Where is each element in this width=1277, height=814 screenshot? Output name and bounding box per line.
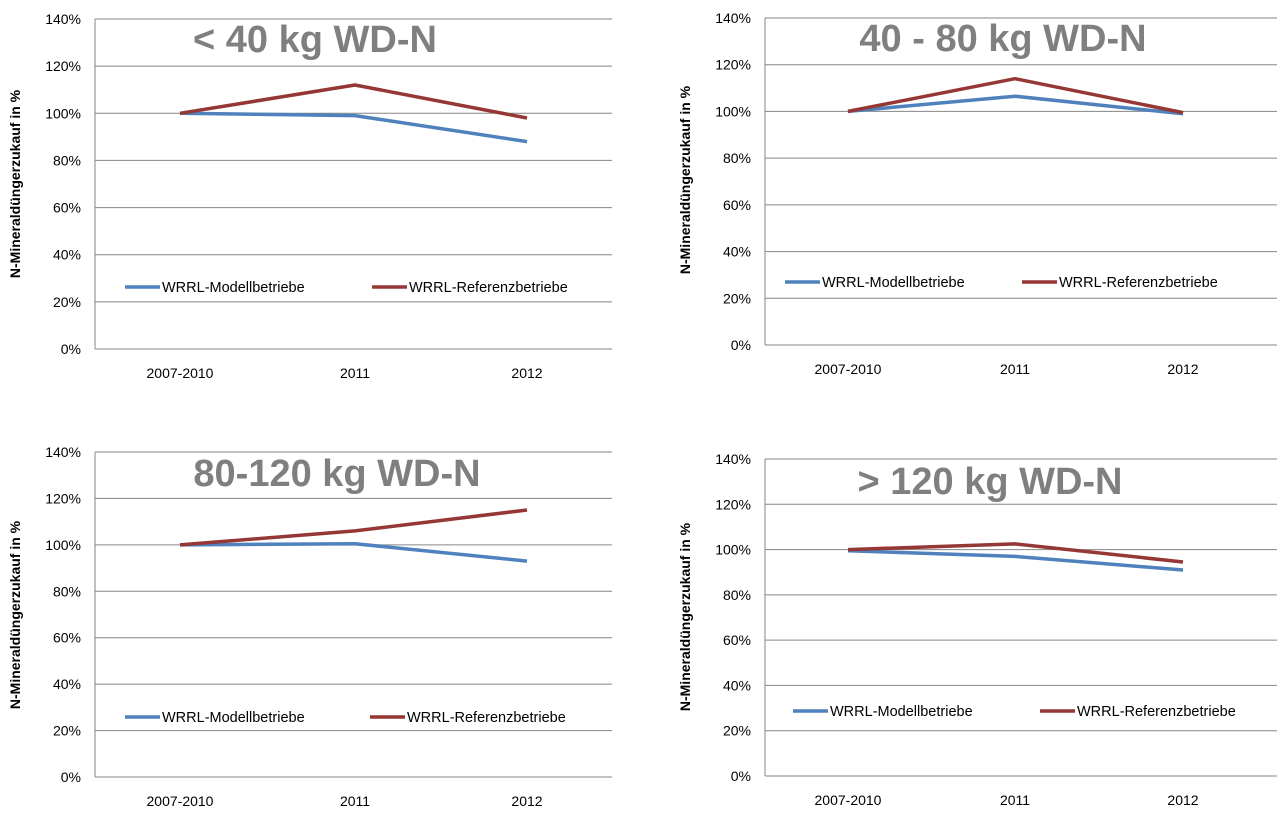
y-tick-label: 140% [715, 10, 751, 26]
x-tick-label: 2007-2010 [815, 361, 882, 377]
y-tick-label: 120% [715, 57, 751, 73]
x-tick-label: 2012 [1167, 792, 1198, 808]
y-tick-label: 0% [731, 768, 751, 784]
y-tick-label: 60% [53, 630, 81, 646]
series-line-referenzbetriebe [847, 76, 1184, 115]
y-tick-label: 40% [723, 677, 751, 693]
y-tick-label: 20% [53, 723, 81, 739]
series-line-modellbetriebe [847, 94, 1184, 116]
legend-label: WRRL-Modellbetriebe [162, 710, 305, 726]
y-tick-label: 140% [715, 451, 751, 467]
series-line-modellbetriebe [179, 541, 528, 563]
x-tick-label: 2011 [340, 793, 370, 809]
legend-label: WRRL-Referenzbetriebe [407, 710, 566, 726]
y-tick-label: 20% [723, 723, 751, 739]
legend-label: WRRL-Modellbetriebe [162, 280, 305, 296]
x-tick-label: 2011 [1000, 792, 1030, 808]
x-tick-label: 2011 [340, 365, 370, 381]
chart-panel-2: 0% 20% 40% 60% 80% 100% 120% 140% 2007-2010 2011 2… [677, 10, 1277, 377]
series-line-referenzbetriebe [847, 542, 1184, 564]
x-tick-label: 2012 [1167, 361, 1198, 377]
y-tick-label: 100% [45, 537, 81, 553]
y-tick-label: 40% [723, 244, 751, 260]
series-line-modellbetriebe [847, 548, 1184, 572]
legend-label: WRRL-Referenzbetriebe [1059, 275, 1218, 291]
y-axis-label: N-Mineraldüngerzukauf in % [677, 522, 693, 711]
y-tick-label: 60% [723, 197, 751, 213]
y-tick-label: 100% [715, 542, 751, 558]
x-tick-label: 2007-2010 [147, 365, 214, 381]
y-tick-label: 140% [45, 444, 81, 460]
chart-title: > 120 kg WD-N [857, 461, 1122, 503]
legend-label: WRRL-Modellbetriebe [822, 275, 965, 291]
y-tick-label: 120% [715, 496, 751, 512]
x-tick-label: 2012 [511, 365, 542, 381]
y-tick-label: 140% [45, 11, 81, 27]
legend-label: WRRL-Referenzbetriebe [1077, 704, 1236, 720]
y-tick-label: 0% [61, 769, 81, 785]
x-tick-label: 2007-2010 [147, 793, 214, 809]
y-tick-label: 120% [45, 490, 81, 506]
y-tick-label: 80% [53, 583, 81, 599]
y-axis-label: N-Mineraldüngerzukauf in % [7, 89, 23, 278]
y-tick-label: 60% [53, 200, 81, 216]
chart-title: < 40 kg WD-N [193, 19, 437, 61]
y-tick-label: 80% [723, 150, 751, 166]
x-tick-label: 2007-2010 [815, 792, 882, 808]
x-tick-label: 2012 [511, 793, 542, 809]
chart-panel-3: 0% 20% 40% 60% 80% 100% 120% 140% 2007-2010 2011 2… [7, 444, 612, 809]
y-tick-label: 100% [715, 103, 751, 119]
legend-label: WRRL-Modellbetriebe [830, 704, 973, 720]
y-tick-label: 20% [723, 290, 751, 306]
series-line-referenzbetriebe [179, 83, 528, 120]
x-tick-label: 2011 [1000, 361, 1030, 377]
chart-panel-4: 0% 20% 40% 60% 80% 100% 120% 140% 2007-2010 2011 2… [677, 451, 1277, 808]
y-tick-label: 60% [723, 632, 751, 648]
y-tick-label: 100% [45, 105, 81, 121]
y-tick-label: 0% [61, 341, 81, 357]
y-tick-label: 40% [53, 247, 81, 263]
legend-label: WRRL-Referenzbetriebe [409, 280, 568, 296]
y-tick-label: 80% [723, 587, 751, 603]
y-axis-label: N-Mineraldüngerzukauf in % [7, 520, 23, 709]
chart-title: 80-120 kg WD-N [193, 453, 480, 495]
y-tick-label: 120% [45, 58, 81, 74]
chart-panel-1: 0% 20% 40% 60% 80% 100% 120% 140% 2007-2010 2011 2… [7, 11, 612, 381]
y-tick-label: 20% [53, 294, 81, 310]
y-axis-label: N-Mineraldüngerzukauf in % [677, 85, 693, 274]
y-tick-label: 40% [53, 676, 81, 692]
series-line-referenzbetriebe [179, 508, 528, 547]
chart-title: 40 - 80 kg WD-N [859, 18, 1146, 60]
series-line-modellbetriebe [179, 111, 528, 144]
y-tick-label: 0% [731, 337, 751, 353]
y-tick-label: 80% [53, 152, 81, 168]
